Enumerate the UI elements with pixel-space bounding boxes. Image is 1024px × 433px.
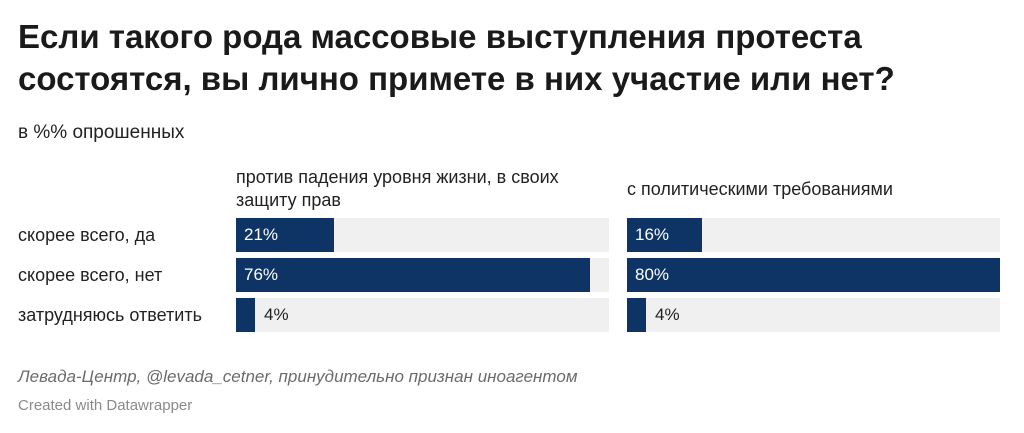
row-label-no: скорее всего, нет (18, 265, 163, 285)
credit-note: Created with Datawrapper (18, 397, 193, 414)
bar-value-label: 80% (635, 265, 670, 284)
row-label-yes: скорее всего, да (18, 225, 156, 245)
bar (627, 218, 702, 252)
bar (236, 298, 255, 332)
bar-track: 4% (627, 298, 1000, 332)
bar-value-label: 4% (264, 305, 289, 324)
column-header-2: с политическими требованиями (627, 179, 893, 199)
bar-track: 4% (236, 298, 609, 332)
bar (236, 218, 334, 252)
bar-value-label: 76% (244, 265, 279, 284)
bar (627, 298, 646, 332)
bar-value-label: 4% (655, 305, 680, 324)
bar-value-label: 21% (244, 225, 279, 244)
column-header-1: против падения уровня жизни, в своих защ… (236, 167, 559, 210)
chart-subtitle: в %% опрошенных (18, 122, 185, 143)
bar-value-label: 16% (635, 225, 670, 244)
bar-track: 16% (627, 218, 1000, 252)
bar-track: 21% (236, 218, 609, 252)
chart-title: Если такого рода массовые выступления пр… (18, 18, 895, 97)
source-note: Левада-Центр, @levada_cetner, принудител… (18, 367, 578, 386)
row-label-unsure: затрудняюсь ответить (18, 305, 202, 325)
bar (236, 258, 590, 292)
bar-track: 80% (627, 258, 1000, 292)
bar (627, 258, 1000, 292)
bar-track: 76% (236, 258, 609, 292)
